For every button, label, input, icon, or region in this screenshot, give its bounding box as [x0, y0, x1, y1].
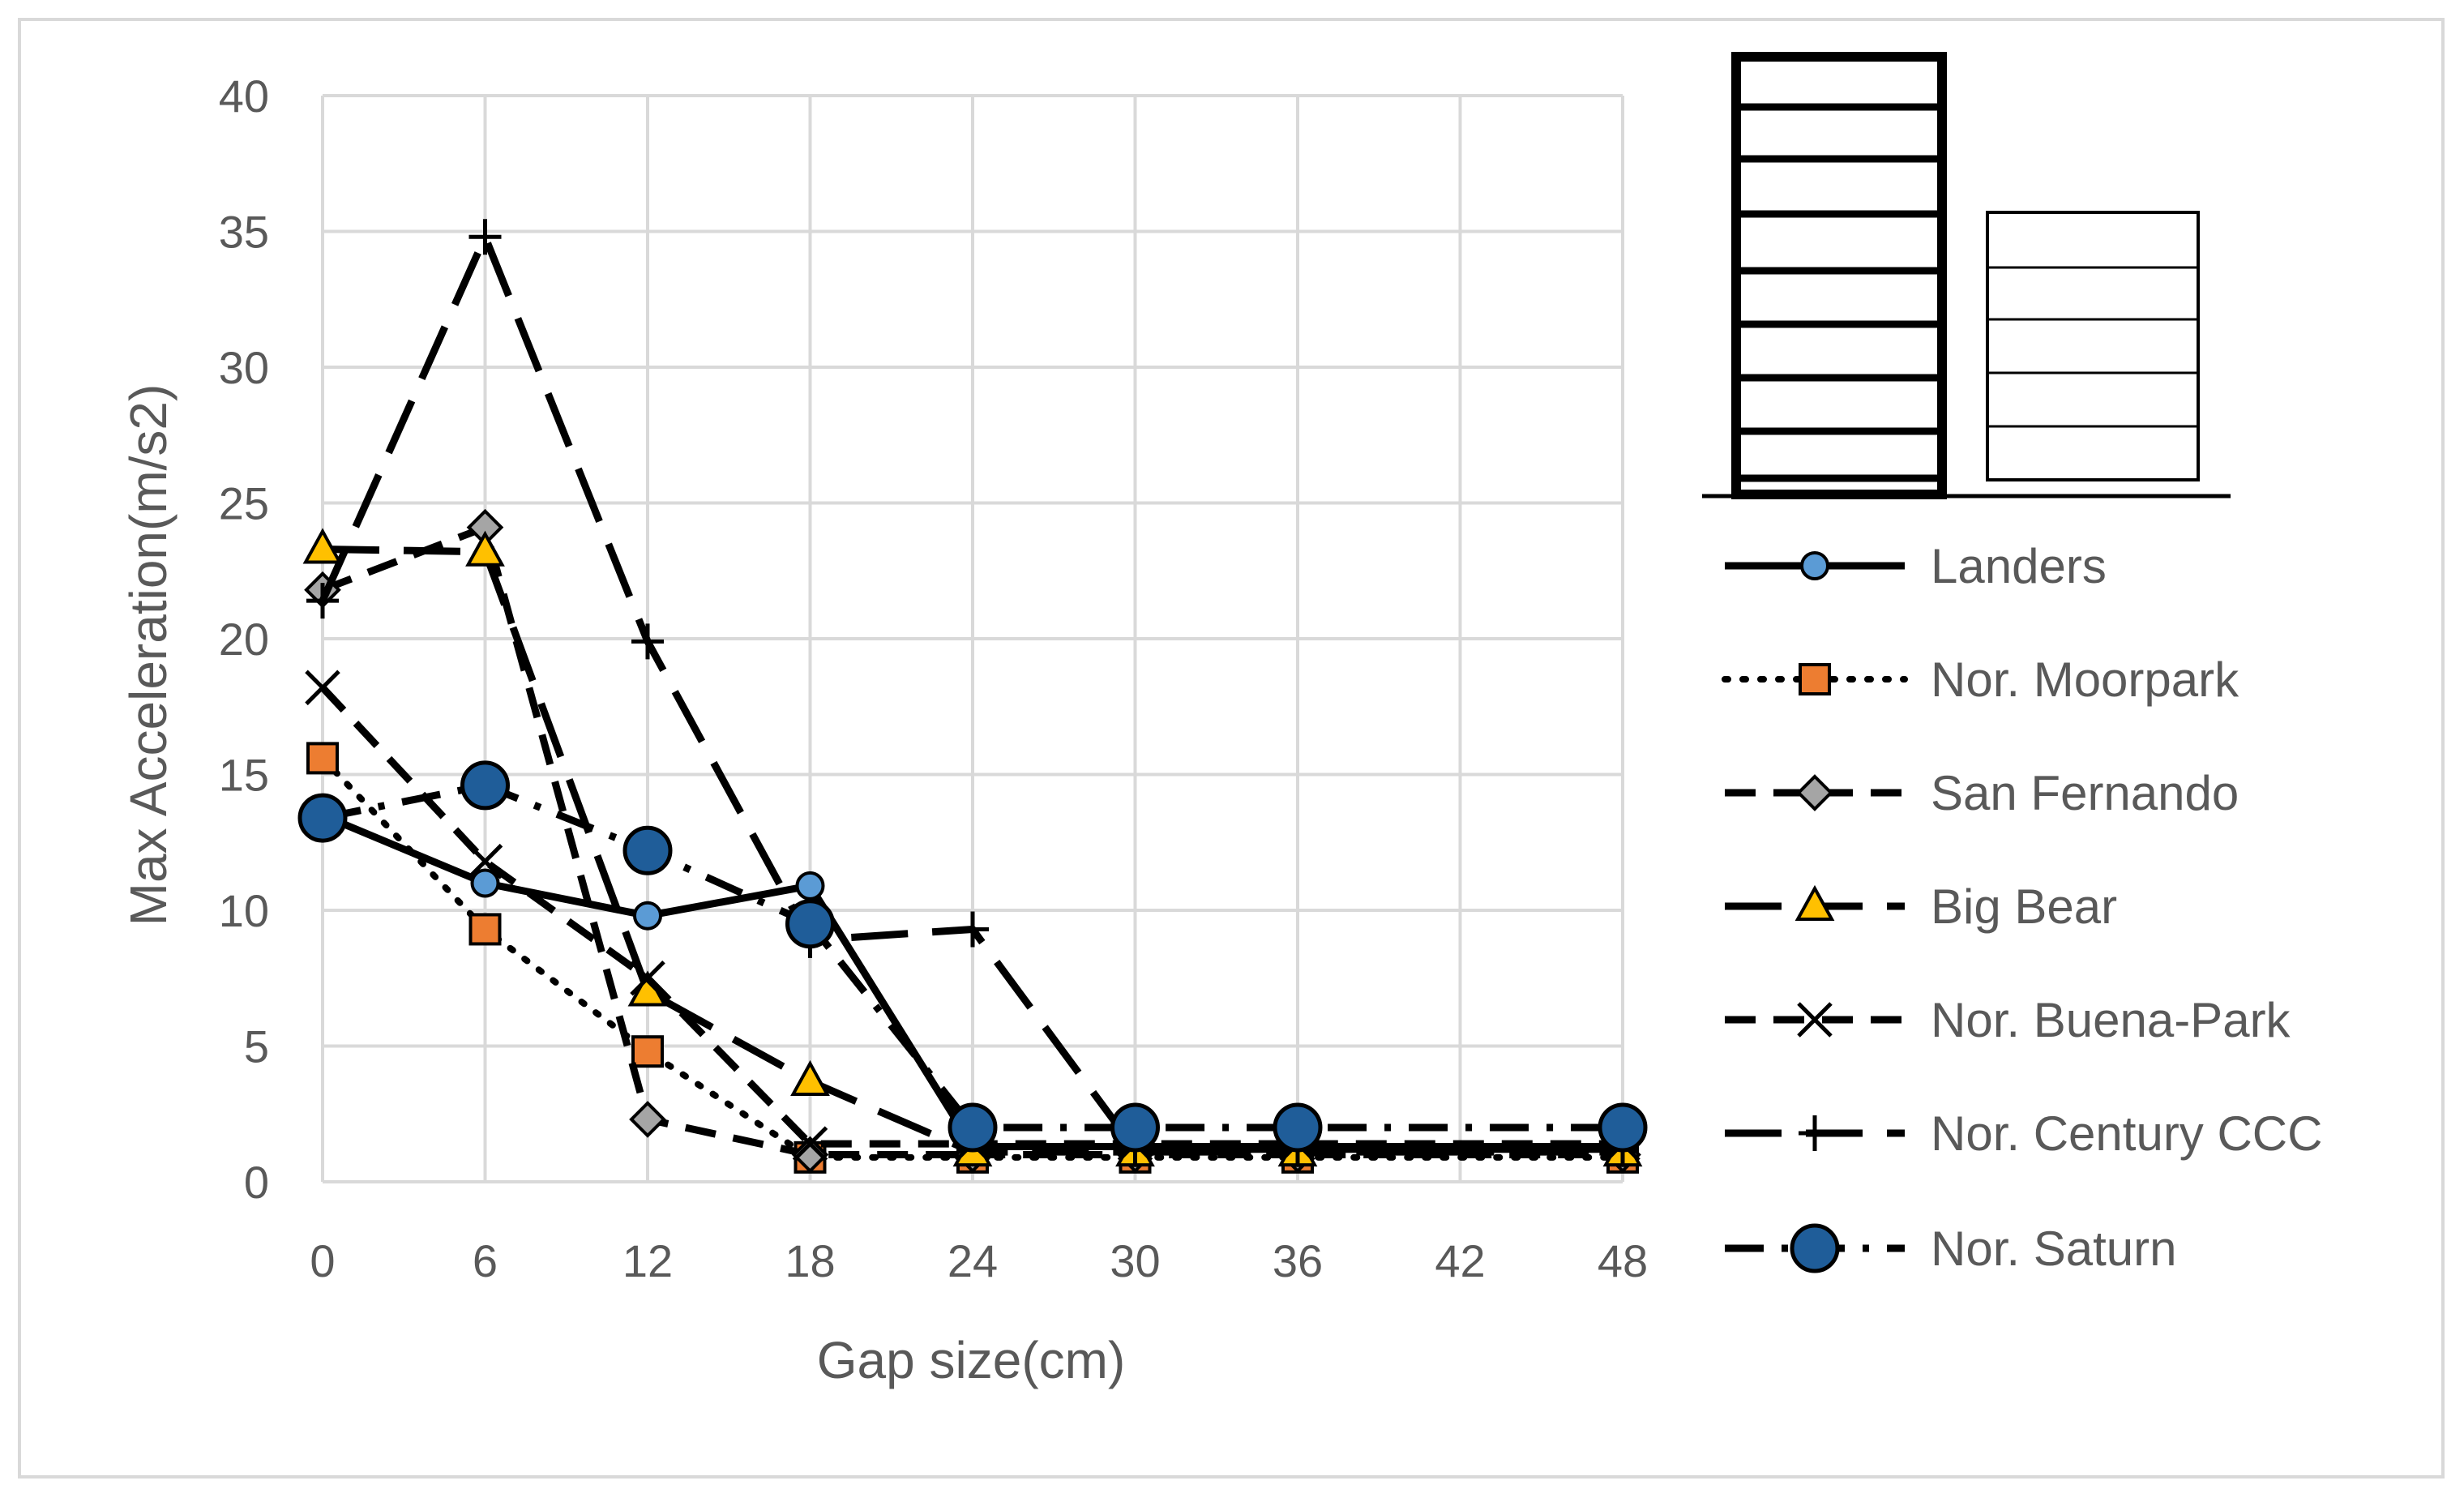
legend-item: Nor. Buena-Park [1725, 993, 2291, 1047]
legend: Landers Nor. Moorpark San Fernando Big Bear… [1722, 539, 2322, 1276]
legend-item: Big Bear [1725, 879, 2117, 934]
x-tick-label: 42 [1435, 1235, 1485, 1286]
data-point [470, 868, 500, 898]
y-tick-label: 35 [219, 207, 269, 258]
legend-item: Nor. Century CCC [1725, 1106, 2322, 1161]
legend-marker [1795, 884, 1835, 921]
series-line [322, 545, 1623, 1156]
legend-label: Big Bear [1931, 879, 2117, 934]
x-tick-label: 18 [785, 1235, 835, 1286]
short-building-floors [1987, 266, 2198, 428]
legend-marker [1796, 774, 1833, 811]
data-point [1273, 1102, 1323, 1153]
y-tick-label: 40 [219, 71, 269, 122]
data-point [622, 825, 673, 875]
series-6 [297, 760, 1648, 1153]
y-tick-label: 5 [244, 1021, 269, 1072]
y-tick-label: 25 [219, 478, 269, 529]
series-layer [297, 219, 1648, 1174]
legend-marker [1797, 1002, 1833, 1038]
x-tick-label: 48 [1598, 1235, 1648, 1286]
series-line [321, 524, 1623, 1158]
data-point [631, 623, 664, 660]
data-point [948, 1102, 998, 1153]
data-point [633, 901, 662, 931]
y-tick-label: 30 [219, 342, 269, 393]
x-tick-label: 12 [622, 1235, 673, 1286]
y-axis-title: Max Acceleration(m/s2) [119, 384, 178, 926]
legend-marker [1799, 1115, 1831, 1151]
data-point [1598, 1102, 1648, 1153]
data-point [956, 911, 989, 948]
data-point [630, 960, 665, 996]
data-point [631, 1035, 664, 1068]
legend-label: San Fernando [1931, 766, 2239, 820]
data-point [1110, 1102, 1160, 1153]
x-tick-label: 30 [1110, 1235, 1160, 1286]
x-tick-label: 6 [473, 1235, 498, 1286]
legend-label: Nor. Buena-Park [1931, 993, 2291, 1047]
data-point [790, 1059, 830, 1097]
data-point [465, 530, 505, 567]
x-axis-title: Gap size(cm) [817, 1331, 1126, 1389]
legend-label: Nor. Moorpark [1931, 653, 2239, 707]
y-tick-label: 15 [219, 750, 269, 801]
data-point [468, 219, 502, 255]
tall-building [1731, 52, 1947, 499]
data-point [297, 793, 348, 843]
legend-item: Nor. Moorpark [1722, 653, 2239, 707]
data-point [629, 1101, 666, 1138]
x-tick-label: 0 [310, 1235, 335, 1286]
y-tick-label: 0 [244, 1157, 269, 1208]
legend-label: Landers [1931, 539, 2107, 593]
legend-label: Nor. Century CCC [1931, 1106, 2322, 1161]
building-illustration [1702, 52, 2231, 499]
data-point [785, 899, 835, 949]
data-point [791, 1136, 829, 1174]
data-point [467, 843, 503, 879]
data-point [468, 913, 502, 946]
tall-building-floors [1736, 103, 1942, 482]
data-point [792, 1126, 828, 1162]
data-point [460, 760, 510, 811]
legend-item: Landers [1725, 539, 2107, 593]
series-line [322, 781, 1623, 1132]
legend-marker [1799, 663, 1831, 695]
data-point [302, 528, 343, 564]
short-building [1986, 211, 2200, 481]
data-point [306, 742, 339, 775]
x-tick-label: 36 [1273, 1235, 1323, 1286]
series-line [319, 233, 1623, 1153]
x-tick-label: 24 [948, 1235, 998, 1286]
data-point [305, 670, 340, 706]
legend-label: Nor. Saturn [1931, 1222, 2177, 1276]
legend-item: Nor. Saturn [1725, 1222, 2177, 1276]
data-point [306, 583, 339, 619]
x-axis-ticks: 0 6 12 18 24 30 36 42 48 [310, 1235, 1648, 1286]
data-point [795, 871, 825, 901]
legend-marker [1790, 1223, 1840, 1273]
legend-marker [1800, 551, 1829, 580]
legend-item: San Fernando [1725, 766, 2239, 820]
series-line [319, 685, 1623, 1148]
chart-frame [18, 18, 2445, 1478]
y-axis-ticks: 0 5 10 15 20 25 30 35 40 [219, 71, 269, 1208]
y-tick-label: 10 [219, 885, 269, 936]
y-tick-label: 20 [219, 614, 269, 665]
